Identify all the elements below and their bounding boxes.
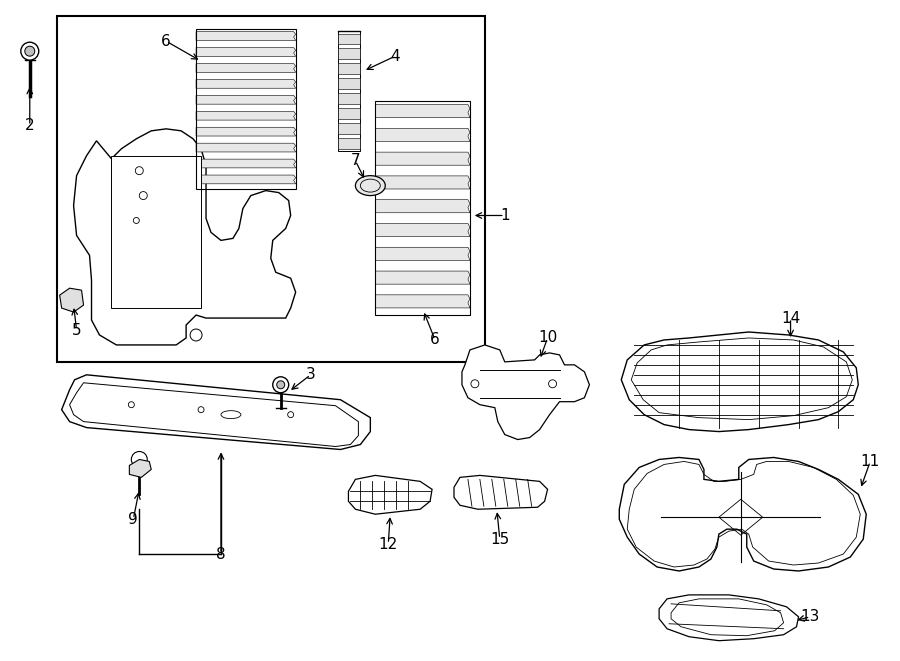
Polygon shape: [338, 78, 360, 89]
Polygon shape: [462, 345, 590, 440]
Text: 2: 2: [25, 118, 34, 134]
Polygon shape: [375, 223, 470, 237]
Polygon shape: [338, 138, 360, 149]
Polygon shape: [454, 475, 547, 509]
Circle shape: [25, 46, 35, 56]
Polygon shape: [375, 176, 470, 189]
Text: 11: 11: [860, 454, 880, 469]
Circle shape: [190, 329, 202, 341]
Polygon shape: [196, 95, 296, 104]
Circle shape: [133, 217, 140, 223]
Polygon shape: [196, 48, 296, 56]
Circle shape: [549, 380, 556, 388]
Polygon shape: [196, 159, 296, 168]
Text: 3: 3: [306, 368, 316, 382]
Polygon shape: [196, 128, 296, 136]
Polygon shape: [196, 79, 296, 88]
Polygon shape: [196, 143, 296, 152]
Polygon shape: [338, 123, 360, 134]
Text: 9: 9: [129, 512, 139, 527]
Polygon shape: [619, 457, 866, 571]
Text: 8: 8: [216, 547, 226, 562]
Circle shape: [273, 377, 289, 393]
Circle shape: [21, 42, 39, 60]
Polygon shape: [375, 295, 470, 308]
Text: 10: 10: [538, 330, 557, 346]
Circle shape: [471, 380, 479, 388]
Polygon shape: [196, 63, 296, 72]
Circle shape: [129, 402, 134, 408]
Polygon shape: [130, 459, 151, 477]
Polygon shape: [375, 104, 470, 118]
Text: 15: 15: [491, 531, 509, 547]
Text: 12: 12: [379, 537, 398, 551]
Polygon shape: [375, 271, 470, 284]
Circle shape: [131, 451, 148, 467]
Polygon shape: [338, 63, 360, 74]
Text: 6: 6: [161, 34, 171, 49]
Polygon shape: [196, 175, 296, 184]
Polygon shape: [621, 332, 859, 432]
Text: 5: 5: [72, 323, 81, 338]
Polygon shape: [196, 32, 296, 40]
Text: 13: 13: [801, 609, 820, 624]
Polygon shape: [338, 31, 360, 151]
Polygon shape: [338, 108, 360, 119]
Text: 7: 7: [351, 153, 360, 168]
Polygon shape: [375, 247, 470, 260]
Circle shape: [198, 407, 204, 412]
Polygon shape: [375, 152, 470, 165]
Polygon shape: [348, 475, 432, 514]
Polygon shape: [196, 111, 296, 120]
Text: 14: 14: [781, 311, 800, 326]
Polygon shape: [375, 128, 470, 141]
Polygon shape: [659, 595, 798, 641]
Circle shape: [135, 167, 143, 175]
Polygon shape: [375, 200, 470, 213]
Circle shape: [276, 381, 284, 389]
Text: 1: 1: [500, 208, 509, 223]
Circle shape: [140, 192, 148, 200]
Polygon shape: [338, 34, 360, 44]
Polygon shape: [59, 288, 84, 312]
Polygon shape: [338, 93, 360, 104]
Polygon shape: [112, 156, 201, 308]
Circle shape: [288, 412, 293, 418]
Polygon shape: [61, 375, 370, 449]
Text: 6: 6: [430, 332, 440, 348]
Text: 4: 4: [391, 49, 400, 63]
Ellipse shape: [356, 176, 385, 196]
Polygon shape: [338, 48, 360, 59]
Polygon shape: [74, 129, 296, 345]
